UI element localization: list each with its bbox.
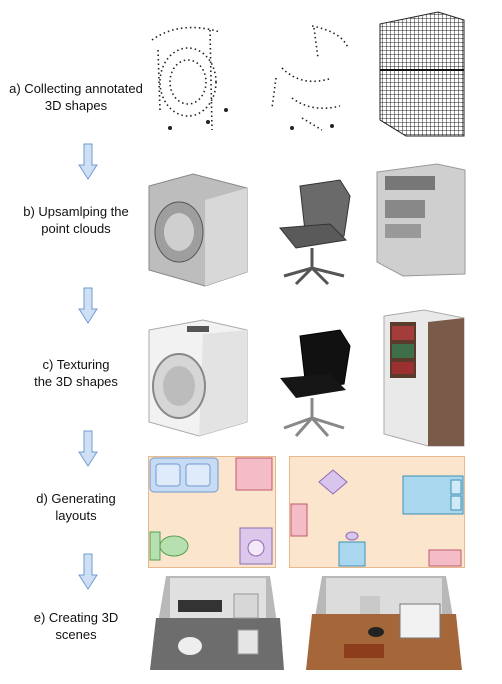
- step-b-line1: b) Upsamlping the: [23, 204, 129, 219]
- cabinet: [235, 457, 273, 491]
- bedroom-scene: [306, 576, 462, 670]
- step-e-label: e) Creating 3D scenes: [0, 609, 152, 643]
- down-arrow-icon: [78, 143, 98, 180]
- step-d-line2: layouts: [55, 508, 97, 523]
- bedroom-layout: [289, 456, 465, 568]
- step-c-line2: the 3D shapes: [34, 374, 118, 389]
- chair: [318, 469, 348, 495]
- chair-textured: [280, 329, 351, 437]
- down-arrow-icon: [78, 430, 98, 467]
- cabinet-dense-cloud: [376, 163, 466, 277]
- washer-point-cloud: [151, 26, 228, 131]
- step-d-line1: d) Generating: [36, 491, 116, 506]
- step-a-label: a) Collecting annotated 3D shapes: [0, 80, 152, 114]
- bathroom-scene: [150, 576, 284, 670]
- washer-textured: [148, 319, 248, 437]
- chair-dense-cloud: [279, 179, 351, 286]
- cabinet-textured: [383, 309, 465, 447]
- desk: [338, 541, 366, 567]
- chair-point-cloud: [271, 25, 349, 131]
- step-b-label: b) Upsamlping the point clouds: [0, 203, 152, 237]
- step-a-line1: a) Collecting annotated: [9, 81, 143, 96]
- step-c-line1: c) Texturing: [42, 357, 110, 372]
- step-c-label: c) Texturing the 3D shapes: [0, 356, 152, 390]
- down-arrow-icon: [78, 287, 98, 324]
- bathroom-layout: [148, 456, 276, 568]
- step-d-label: d) Generating layouts: [0, 490, 152, 524]
- toilet: [159, 535, 189, 557]
- step-e-line1: e) Creating 3D: [33, 610, 119, 625]
- cabinet-point-cloud: [379, 11, 465, 137]
- down-arrow-icon: [78, 553, 98, 590]
- step-e-line2: scenes: [55, 627, 97, 642]
- step-a-line2: 3D shapes: [44, 98, 108, 113]
- washer-dense-cloud: [148, 173, 248, 287]
- step-b-line2: point clouds: [41, 221, 111, 236]
